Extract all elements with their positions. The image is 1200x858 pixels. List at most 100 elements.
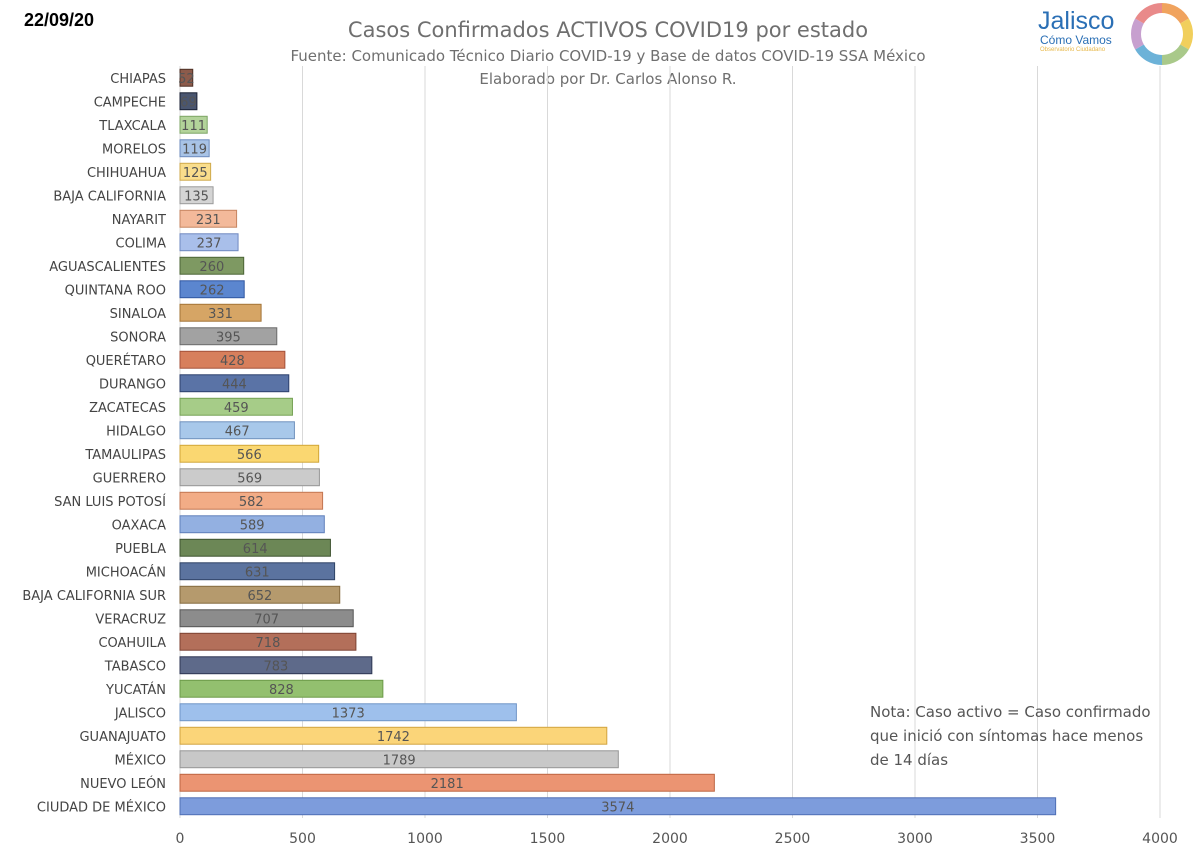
bar <box>179 397 293 416</box>
logo-tagline: Observatorio Ciudadano <box>1040 47 1106 53</box>
category-label: YUCATÁN <box>105 682 166 698</box>
category-label: SINALOA <box>110 307 166 322</box>
bar <box>179 350 286 369</box>
logo-sub-text: Cómo Vamos <box>1040 33 1112 47</box>
date-label: 22/09/20 <box>24 10 95 30</box>
data-label: 331 <box>208 307 233 322</box>
data-label: 2181 <box>431 777 464 792</box>
category-label: COLIMA <box>116 236 167 251</box>
bar <box>179 421 295 440</box>
category-label: BAJA CALIFORNIA SUR <box>22 589 166 604</box>
data-label: 260 <box>199 260 224 275</box>
logo-ring-icon <box>1131 3 1193 65</box>
category-label: MÉXICO <box>115 752 166 768</box>
data-label: 631 <box>245 565 270 580</box>
category-label: CHIHUAHUA <box>87 166 166 181</box>
category-label: NAYARIT <box>112 213 166 228</box>
category-label: TLAXCALA <box>98 119 166 134</box>
x-tick-label: 3500 <box>1020 831 1056 847</box>
chart-note: Nota: Caso activo = Caso confirmado que … <box>870 700 1170 772</box>
note-line-3: de 14 días <box>870 751 949 769</box>
category-label: BAJA CALIFORNIA <box>53 189 166 204</box>
category-label: COAHUILA <box>98 636 166 651</box>
category-label: OAXACA <box>112 518 167 533</box>
bar <box>179 609 354 628</box>
data-label: 459 <box>224 401 249 416</box>
x-tick-label: 4000 <box>1142 831 1178 847</box>
bar <box>179 280 245 299</box>
bar <box>179 726 608 745</box>
category-label: MORELOS <box>102 142 166 157</box>
bar <box>179 139 210 158</box>
category-label: VERACRUZ <box>95 612 166 627</box>
data-label: 718 <box>256 636 281 651</box>
data-label: 828 <box>269 683 294 698</box>
category-label: QUERÉTARO <box>86 353 166 369</box>
data-label: 119 <box>182 142 207 157</box>
data-label: 783 <box>264 659 289 674</box>
data-label: 1373 <box>332 706 365 721</box>
note-line-2: que inició con síntomas hace menos <box>870 727 1144 745</box>
data-label: 707 <box>254 612 279 627</box>
bar <box>179 115 208 134</box>
category-label: NUEVO LEÓN <box>80 776 166 792</box>
logo-ring-segment <box>1131 18 1144 50</box>
chart-subtitle-source: Fuente: Comunicado Técnico Diario COVID-… <box>290 47 926 65</box>
bar <box>179 444 320 463</box>
category-label: MICHOACÁN <box>86 564 166 580</box>
category-label: TABASCO <box>104 659 166 674</box>
category-label: ZACATECAS <box>89 401 166 416</box>
logo-ring-segment <box>1161 3 1189 24</box>
bar <box>179 750 619 769</box>
category-label: SAN LUIS POTOSÍ <box>54 494 166 510</box>
data-label: 589 <box>240 518 265 533</box>
bar <box>179 303 262 322</box>
bar <box>179 679 384 698</box>
data-label: 467 <box>225 424 250 439</box>
bar <box>179 491 324 510</box>
bar <box>179 162 212 181</box>
bar <box>179 209 238 228</box>
bar <box>179 797 1057 816</box>
data-label: 614 <box>243 542 268 557</box>
data-label: 1742 <box>377 730 410 745</box>
logo-ring-segment <box>1180 18 1193 50</box>
category-label: CIUDAD DE MÉXICO <box>37 799 166 815</box>
bar <box>179 585 341 604</box>
logo-main-text: Jalisco <box>1038 7 1115 35</box>
data-label: 111 <box>181 119 206 134</box>
bar <box>179 656 373 675</box>
logo-text: Jalisco Cómo Vamos Observatorio Ciudadan… <box>1038 8 1114 53</box>
bar <box>179 538 331 557</box>
jalisco-como-vamos-logo: Jalisco Cómo Vamos Observatorio Ciudadan… <box>1030 3 1200 65</box>
data-label: 582 <box>239 495 264 510</box>
x-tick-label: 1000 <box>407 831 443 847</box>
bar <box>179 327 278 346</box>
bar <box>179 515 325 534</box>
data-label: 69 <box>180 95 197 110</box>
note-line-1: Nota: Caso activo = Caso confirmado <box>870 703 1151 721</box>
logo-ring-segment <box>1135 44 1163 65</box>
category-label: QUINTANA ROO <box>65 283 166 298</box>
bar <box>179 773 715 792</box>
logo-ring-segment <box>1135 3 1163 24</box>
bar <box>179 632 357 651</box>
category-label: PUEBLA <box>115 542 166 557</box>
bar <box>179 233 239 252</box>
x-tick-label: 0 <box>176 831 185 847</box>
x-tick-label: 500 <box>289 831 316 847</box>
data-label: 1789 <box>383 753 416 768</box>
logo-ring-segment <box>1161 44 1189 65</box>
data-label: 395 <box>216 330 241 345</box>
data-label: 3574 <box>601 800 634 815</box>
bar <box>179 468 320 487</box>
data-label: 566 <box>237 448 262 463</box>
category-label: TAMAULIPAS <box>84 448 166 463</box>
data-label: 231 <box>196 213 221 228</box>
bar <box>179 562 336 581</box>
bar <box>179 68 194 87</box>
x-tick-label: 2000 <box>652 831 688 847</box>
x-tick-label: 2500 <box>775 831 811 847</box>
